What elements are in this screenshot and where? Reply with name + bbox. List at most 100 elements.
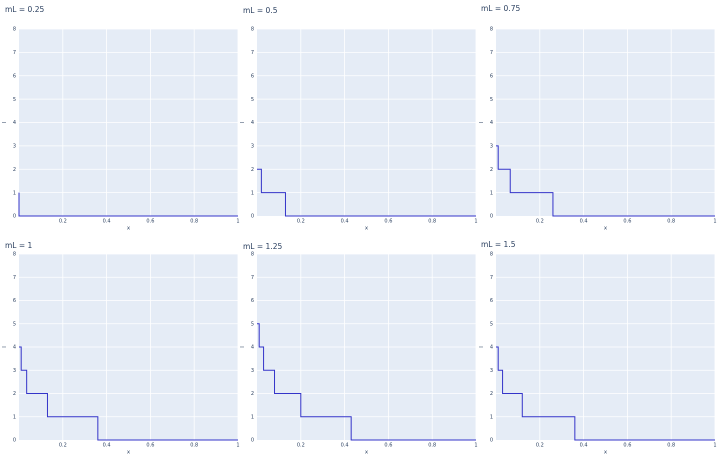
y-tick-label: 6 <box>13 73 16 79</box>
x-tick-label: 0.8 <box>667 219 675 225</box>
y-tick-label: 1 <box>251 190 254 196</box>
x-tick-label: 0.2 <box>297 443 305 449</box>
y-axis-label: l <box>240 346 246 348</box>
y-axis-label: l <box>2 121 8 123</box>
y-tick-label: 5 <box>13 97 16 103</box>
y-tick-label: 4 <box>251 120 254 126</box>
x-tick-label: 0.8 <box>428 443 436 449</box>
x-tick-label: 0.8 <box>190 219 198 225</box>
y-tick-label: 4 <box>251 345 254 351</box>
x-tick-label: 0.2 <box>59 219 67 225</box>
x-axis-label: x <box>127 450 131 456</box>
x-axis-label: x <box>365 226 369 232</box>
x-tick-label: 0.8 <box>667 443 675 449</box>
subplot-panel: mL = 0.75 0 1 2 3 4 5 6 7 8 0.2 0.4 0.6 0.8 1 x l <box>479 4 717 232</box>
y-tick-label: 4 <box>13 120 16 126</box>
y-tick-label: 0 <box>251 214 254 220</box>
y-tick-label: 8 <box>490 27 493 33</box>
y-tick-label: 6 <box>251 298 254 304</box>
x-axis-label: x <box>365 450 369 456</box>
x-tick-label: 0.2 <box>59 443 67 449</box>
y-tick-label: 5 <box>251 321 254 327</box>
y-tick-label: 8 <box>251 27 254 33</box>
series-line <box>19 346 238 441</box>
x-tick-label: 0.4 <box>580 443 588 449</box>
x-tick-label: 1 <box>236 219 239 225</box>
panel-title: mL = 1.5 <box>481 240 516 249</box>
panel-title: mL = 0.25 <box>5 5 44 14</box>
subplot-panel: mL = 1 0 1 2 3 4 5 6 7 8 0.2 0.4 0.6 0.8 1 x l <box>2 241 240 456</box>
y-tick-label: 6 <box>490 298 493 304</box>
y-tick-label: 0 <box>490 438 493 444</box>
x-tick-label: 1 <box>474 443 477 449</box>
x-tick-label: 1 <box>474 219 477 225</box>
x-tick-label: 0.6 <box>623 443 631 449</box>
y-tick-label: 3 <box>13 368 16 374</box>
y-tick-label: 4 <box>13 345 16 351</box>
y-tick-label: 4 <box>490 345 493 351</box>
y-axis-label: l <box>240 121 246 123</box>
x-tick-label: 0.2 <box>536 443 544 449</box>
subplot-panel: mL = 1.25 0 1 2 3 4 5 6 7 8 0.2 0.4 0.6 0.8 1 x l <box>240 242 478 456</box>
y-axis-label: l <box>479 346 485 348</box>
y-tick-label: 8 <box>13 27 16 33</box>
y-tick-label: 7 <box>13 50 16 56</box>
x-tick-label: 0.6 <box>384 219 392 225</box>
x-tick-label: 0.4 <box>580 219 588 225</box>
panel-title: mL = 0.75 <box>481 4 520 13</box>
series-line <box>496 346 715 441</box>
y-tick-label: 7 <box>490 50 493 56</box>
subplot-panel: mL = 0.5 0 1 2 3 4 5 6 7 8 0.2 0.4 0.6 0.8 1 x l <box>240 6 478 232</box>
x-axis-label: x <box>604 226 608 232</box>
x-tick-label: 1 <box>236 443 239 449</box>
y-tick-label: 0 <box>251 438 254 444</box>
y-tick-label: 2 <box>251 391 254 397</box>
x-tick-label: 0.2 <box>536 219 544 225</box>
series-line <box>18 192 238 217</box>
x-tick-label: 0.2 <box>297 219 305 225</box>
series-line <box>257 168 476 217</box>
y-tick-label: 0 <box>490 214 493 220</box>
y-tick-label: 1 <box>490 414 493 420</box>
series-line <box>257 323 476 441</box>
y-tick-label: 6 <box>13 298 16 304</box>
y-tick-label: 8 <box>251 252 254 258</box>
x-axis-label: x <box>127 226 131 232</box>
x-tick-label: 0.8 <box>428 219 436 225</box>
y-tick-label: 5 <box>490 97 493 103</box>
x-tick-label: 0.4 <box>103 443 111 449</box>
x-tick-label: 0.4 <box>341 443 349 449</box>
y-tick-label: 7 <box>490 275 493 281</box>
x-tick-label: 0.6 <box>146 219 154 225</box>
y-tick-label: 6 <box>490 73 493 79</box>
y-tick-label: 6 <box>251 73 254 79</box>
y-tick-label: 2 <box>490 391 493 397</box>
y-tick-label: 8 <box>13 252 16 258</box>
x-tick-label: 1 <box>713 443 716 449</box>
panel-title: mL = 1.25 <box>243 242 282 251</box>
y-tick-label: 1 <box>13 190 16 196</box>
y-tick-label: 5 <box>251 97 254 103</box>
y-tick-label: 1 <box>251 414 254 420</box>
y-tick-label: 3 <box>251 368 254 374</box>
x-axis-label: x <box>604 450 608 456</box>
y-tick-label: 5 <box>13 321 16 327</box>
y-axis-label: l <box>2 346 8 348</box>
x-tick-label: 0.6 <box>384 443 392 449</box>
panel-title: mL = 1 <box>5 241 33 250</box>
subplot-panel: mL = 1.5 0 1 2 3 4 5 6 7 8 0.2 0.4 0.6 0.8 1 x l <box>479 240 717 456</box>
y-axis-label: l <box>479 121 485 123</box>
y-tick-label: 0 <box>13 214 16 220</box>
y-tick-label: 8 <box>490 252 493 258</box>
y-tick-label: 3 <box>490 368 493 374</box>
y-tick-label: 2 <box>490 167 493 173</box>
y-tick-label: 7 <box>251 275 254 281</box>
y-tick-label: 4 <box>490 120 493 126</box>
y-tick-label: 1 <box>13 414 16 420</box>
y-tick-label: 5 <box>490 321 493 327</box>
y-tick-label: 2 <box>13 167 16 173</box>
y-tick-label: 3 <box>251 144 254 150</box>
y-tick-label: 2 <box>13 391 16 397</box>
panel-title: mL = 0.5 <box>243 6 278 15</box>
